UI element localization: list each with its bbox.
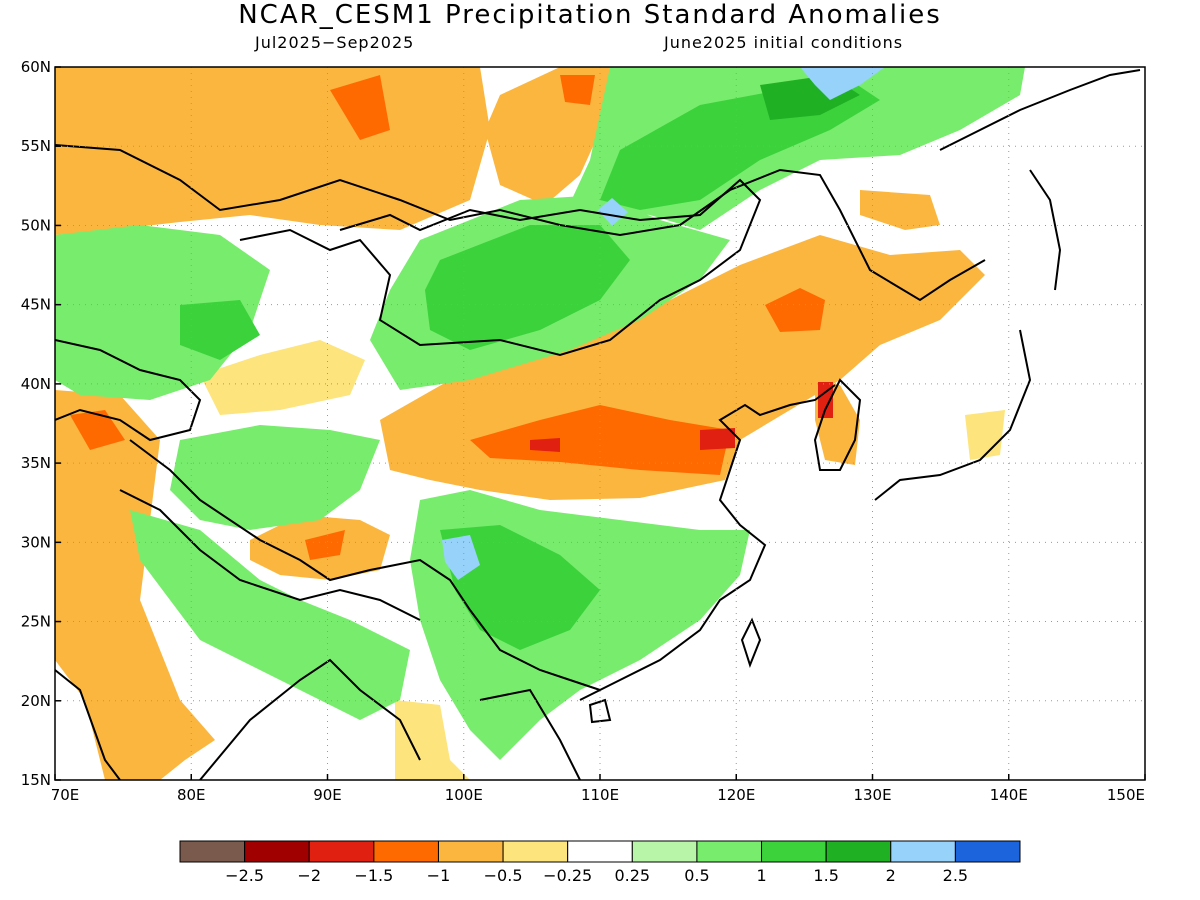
- anomaly-peak-shandong: [530, 428, 735, 452]
- coastline-far-east: [939, 69, 1141, 151]
- anomaly-region-bay-dry: [395, 700, 470, 780]
- lon-tick-label: 90E: [313, 786, 342, 804]
- coastline-hainan: [588, 698, 612, 724]
- anomaly-core-kazakh-wet: [180, 300, 260, 360]
- anomaly-core-tibet: [305, 530, 345, 560]
- colorbar-swatch: [825, 840, 892, 863]
- lon-tick-label: 130E: [853, 786, 891, 804]
- latitude-axis: 60N 55N 50N 45N 40N 35N 30N 25N 20N 15N: [21, 58, 61, 789]
- anomaly-peak-sichuan: [442, 535, 480, 580]
- anomaly-region-japan-dry: [965, 410, 1005, 460]
- colorbar-label: 0.5: [684, 866, 709, 885]
- colorbar-label: 2: [886, 866, 896, 885]
- lat-tick-label: 20N: [21, 692, 51, 710]
- colorbar-swatch: [373, 840, 439, 863]
- anomaly-peak-korea: [818, 382, 833, 418]
- lon-tick-label: 100E: [445, 786, 483, 804]
- colorbar-label: −0.25: [543, 866, 592, 885]
- colorbar-label: 2.5: [943, 866, 968, 885]
- lat-tick-label: 50N: [21, 216, 51, 234]
- coastline-india-indochina: [55, 658, 581, 780]
- anomaly-core-kashmir: [70, 410, 125, 450]
- colorbar-label: −0.5: [484, 866, 523, 885]
- border-russia-north: [55, 144, 986, 302]
- anomaly-region-tarim-wet: [170, 425, 380, 530]
- lat-tick-label: 15N: [21, 771, 51, 789]
- lat-tick-label: 40N: [21, 375, 51, 393]
- anomaly-peak-far-east: [800, 67, 885, 100]
- colorbar-swatch: [567, 840, 633, 863]
- colorbar-swatch: [308, 840, 375, 863]
- anomaly-core-manchuria: [765, 288, 825, 332]
- lon-tick-label: 110E: [581, 786, 619, 804]
- border-himalaya: [119, 489, 421, 621]
- lon-tick-label: 120E: [717, 786, 755, 804]
- longitude-axis: 70E 80E 90E 100E 110E 120E 130E 140E 150E: [51, 774, 1146, 804]
- coastline-japan: [874, 329, 1032, 501]
- map-title: NCAR_CESM1 Precipitation Standard Anomal…: [238, 0, 942, 30]
- colorbar-swatch: [761, 840, 827, 863]
- colorbar-label: 0.25: [614, 866, 650, 885]
- lon-tick-label: 70E: [51, 786, 80, 804]
- colorbar-swatch: [890, 840, 956, 863]
- colorbar-swatch: [179, 840, 246, 863]
- colorbar-swatch: [244, 840, 310, 863]
- anomaly-region-west-china-dry: [200, 340, 365, 415]
- lon-tick-label: 140E: [990, 786, 1028, 804]
- boundaries: [55, 69, 1141, 780]
- colorbar-label: −1.5: [354, 866, 393, 885]
- coastline-taiwan: [740, 617, 762, 668]
- anomaly-peak-baikal: [598, 198, 628, 226]
- lat-tick-label: 35N: [21, 454, 51, 472]
- lat-tick-label: 60N: [21, 58, 51, 76]
- anomaly-core-mongolia: [560, 75, 595, 105]
- anomaly-core-sichuan-wet: [440, 525, 600, 650]
- colorbar-swatch: [502, 840, 569, 863]
- anomaly-region-india-wet: [130, 510, 410, 720]
- forecast-period: Jul2025−Sep2025: [255, 33, 415, 52]
- border-central-asia: [55, 339, 202, 442]
- colorbar-label: 1: [756, 866, 766, 885]
- anomaly-core-altai: [330, 75, 390, 140]
- colorbar-label: −2.5: [225, 866, 264, 885]
- coastline-china: [579, 384, 836, 701]
- coastline-sakhalin: [1029, 169, 1062, 291]
- initial-conditions: June2025 initial conditions: [664, 33, 904, 52]
- lon-tick-label: 80E: [177, 786, 206, 804]
- colorbar: −2.5 −2 −1.5 −1 −0.5 −0.25 0.25 0.5 1 1.5 2 2.5: [179, 840, 1021, 885]
- anomaly-region-south-asia-dry: [55, 390, 215, 780]
- colorbar-label: −2: [297, 866, 321, 885]
- lat-tick-label: 55N: [21, 137, 51, 155]
- anomaly-core-mongolia-wet: [425, 225, 630, 350]
- lat-tick-label: 25N: [21, 613, 51, 631]
- colorbar-label: 1.5: [813, 866, 838, 885]
- anomaly-field: [55, 67, 1025, 780]
- colorbar-swatch: [631, 840, 698, 863]
- colorbar-label: −1: [427, 866, 451, 885]
- border-china-south: [129, 439, 601, 691]
- lat-tick-label: 30N: [21, 533, 51, 551]
- gridlines: [55, 67, 1145, 780]
- lat-tick-label: 45N: [21, 296, 51, 314]
- colorbar-swatch: [696, 840, 763, 863]
- colorbar-swatch: [437, 840, 504, 863]
- colorbar-swatch: [954, 840, 1021, 863]
- coastline-korea: [813, 378, 862, 471]
- anomaly-region-manchuria-dry: [860, 190, 940, 230]
- lon-tick-label: 150E: [1107, 786, 1145, 804]
- border-china-mongolia: [239, 178, 762, 357]
